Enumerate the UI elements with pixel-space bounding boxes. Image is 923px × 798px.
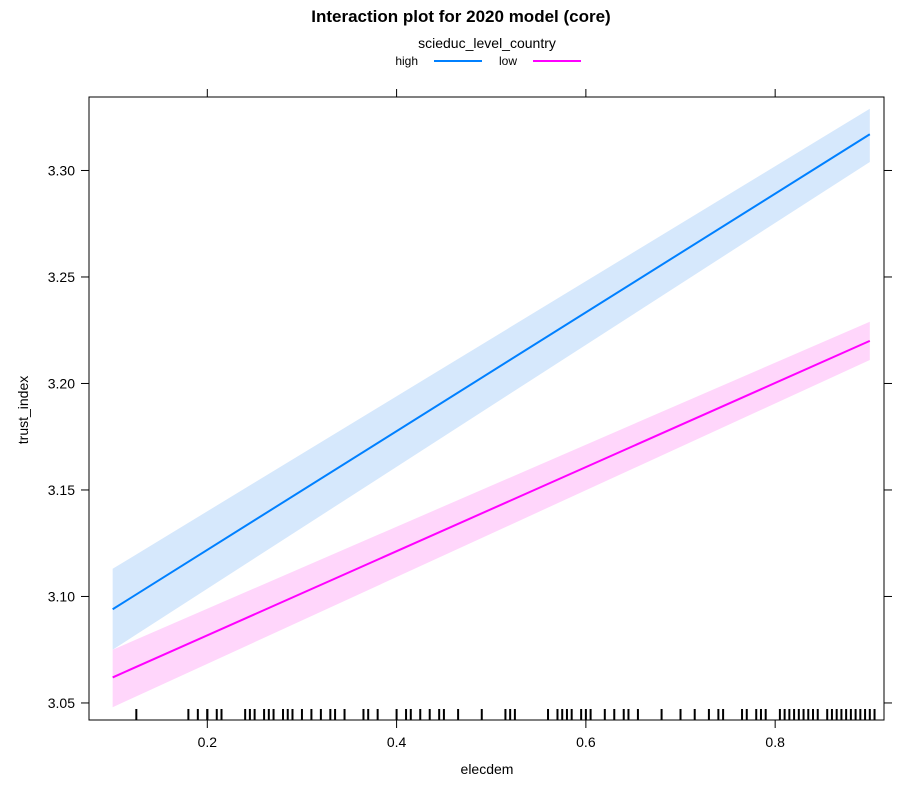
- y-tick-label: 3.10: [48, 588, 75, 604]
- series-lines: [112, 133, 871, 679]
- chart-title: Interaction plot for 2020 model (core): [311, 7, 610, 26]
- series-line-high: [112, 133, 871, 611]
- y-axis: 3.05 3.10 3.15 3.20 3.25 3.30: [48, 162, 892, 711]
- y-tick-label: 3.15: [48, 482, 75, 498]
- legend: high low: [395, 54, 581, 68]
- y-tick-label: 3.20: [48, 375, 75, 391]
- y-tick-label: 3.30: [48, 162, 75, 178]
- confidence-bands: [112, 108, 870, 708]
- series-line-low: [112, 339, 871, 679]
- plot-frame: [88, 96, 885, 721]
- confidence-band-low: [112, 321, 870, 708]
- x-tick-label: 0.2: [198, 734, 218, 750]
- legend-label-high: high: [395, 54, 418, 68]
- x-tick-label: 0.6: [576, 734, 596, 750]
- confidence-band-high: [112, 108, 870, 650]
- y-tick-label: 3.05: [48, 695, 75, 711]
- legend-title: scieduc_level_country: [418, 35, 556, 51]
- x-axis-label: elecdem: [461, 761, 514, 777]
- x-tick-label: 0.4: [387, 734, 407, 750]
- x-axis: 0.2 0.4 0.6 0.8: [198, 89, 785, 750]
- rug-marks: [135, 709, 876, 720]
- legend-label-low: low: [499, 54, 517, 68]
- x-tick-label: 0.8: [765, 734, 785, 750]
- y-axis-label: trust_index: [15, 376, 31, 444]
- y-tick-label: 3.25: [48, 269, 75, 285]
